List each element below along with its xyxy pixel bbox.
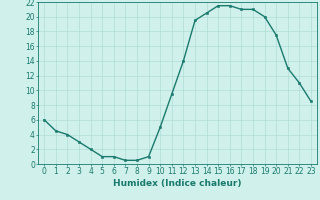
- X-axis label: Humidex (Indice chaleur): Humidex (Indice chaleur): [113, 179, 242, 188]
